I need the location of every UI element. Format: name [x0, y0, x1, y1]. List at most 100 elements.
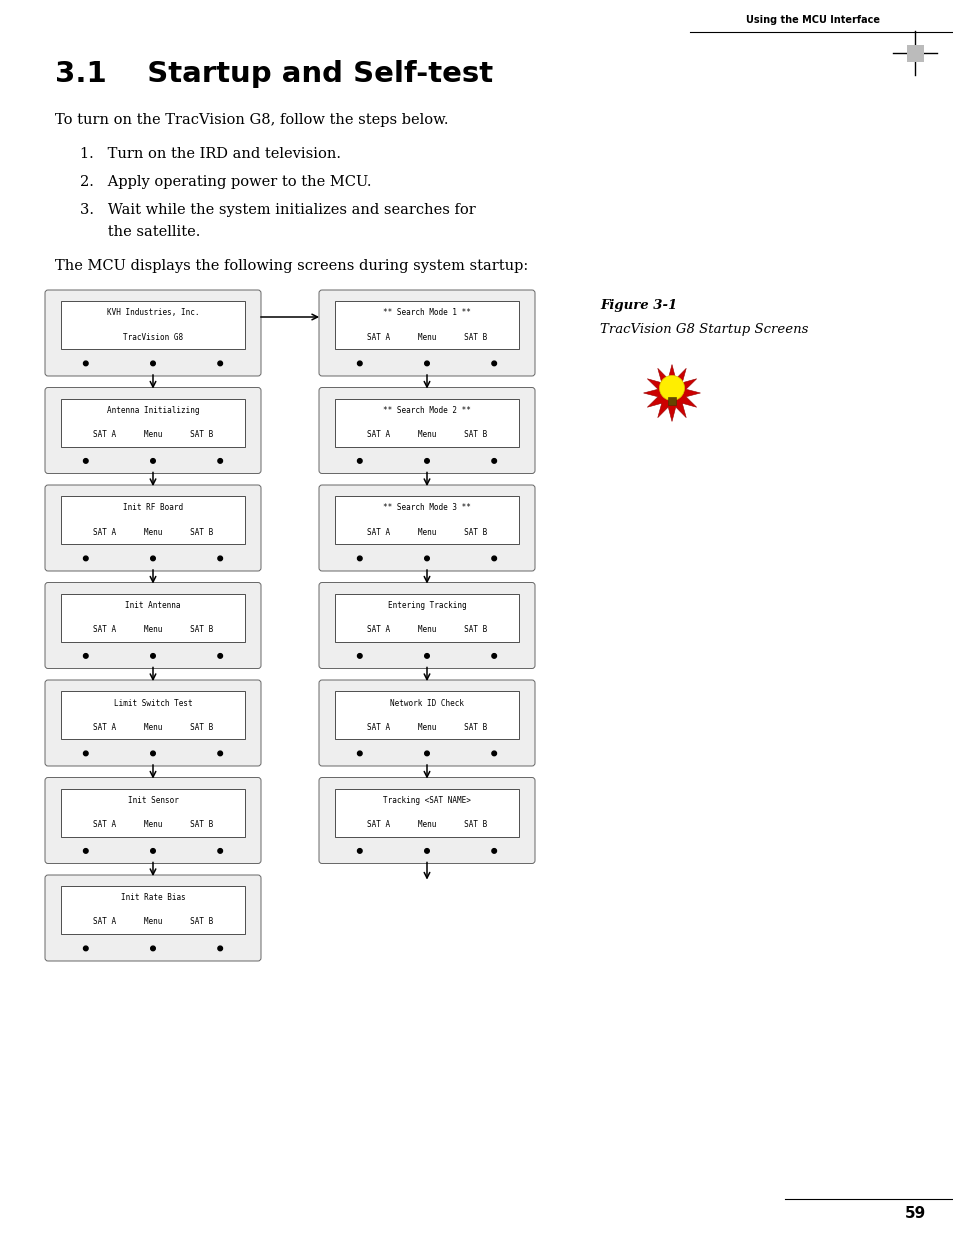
Text: Entering Tracking: Entering Tracking [387, 601, 466, 610]
Circle shape [84, 458, 88, 463]
FancyBboxPatch shape [61, 692, 245, 739]
FancyBboxPatch shape [61, 399, 245, 447]
Text: KVH Industries, Inc.: KVH Industries, Inc. [107, 309, 199, 317]
Circle shape [357, 458, 362, 463]
Text: Network ID Check: Network ID Check [390, 699, 463, 708]
Text: 59: 59 [903, 1205, 924, 1220]
FancyBboxPatch shape [318, 388, 535, 473]
FancyBboxPatch shape [335, 788, 518, 836]
Circle shape [151, 556, 155, 561]
Text: Using the MCU Interface: Using the MCU Interface [745, 15, 879, 25]
FancyBboxPatch shape [335, 399, 518, 447]
Circle shape [659, 375, 684, 400]
Circle shape [217, 458, 222, 463]
Text: 3.   Wait while the system initializes and searches for: 3. Wait while the system initializes and… [80, 203, 476, 217]
Text: SAT A      Menu      SAT B: SAT A Menu SAT B [367, 722, 487, 731]
Circle shape [151, 458, 155, 463]
FancyBboxPatch shape [61, 594, 245, 641]
FancyBboxPatch shape [335, 692, 518, 739]
Circle shape [151, 848, 155, 853]
Text: SAT A      Menu      SAT B: SAT A Menu SAT B [367, 820, 487, 829]
Text: Init Sensor: Init Sensor [128, 797, 178, 805]
Text: To turn on the TracVision G8, follow the steps below.: To turn on the TracVision G8, follow the… [55, 112, 448, 127]
FancyBboxPatch shape [61, 301, 245, 350]
FancyBboxPatch shape [45, 876, 261, 961]
Circle shape [424, 556, 429, 561]
Text: ** Search Mode 1 **: ** Search Mode 1 ** [383, 309, 471, 317]
Circle shape [217, 848, 222, 853]
Circle shape [84, 848, 88, 853]
Text: the satellite.: the satellite. [80, 225, 200, 240]
Circle shape [217, 361, 222, 366]
Circle shape [84, 556, 88, 561]
Text: Init Antenna: Init Antenna [125, 601, 180, 610]
Circle shape [357, 361, 362, 366]
Circle shape [424, 458, 429, 463]
Circle shape [217, 556, 222, 561]
Text: SAT A      Menu      SAT B: SAT A Menu SAT B [92, 527, 213, 536]
Text: TracVision G8: TracVision G8 [123, 332, 183, 342]
Circle shape [151, 361, 155, 366]
Text: SAT A      Menu      SAT B: SAT A Menu SAT B [92, 430, 213, 438]
Circle shape [357, 848, 362, 853]
Circle shape [492, 751, 496, 756]
FancyBboxPatch shape [335, 496, 518, 543]
FancyBboxPatch shape [45, 388, 261, 473]
FancyBboxPatch shape [61, 788, 245, 836]
Text: Init Rate Bias: Init Rate Bias [120, 893, 185, 903]
Polygon shape [643, 364, 700, 421]
Text: SAT A      Menu      SAT B: SAT A Menu SAT B [367, 332, 487, 342]
Circle shape [492, 848, 496, 853]
Text: SAT A      Menu      SAT B: SAT A Menu SAT B [92, 625, 213, 634]
FancyBboxPatch shape [905, 44, 923, 62]
Circle shape [217, 751, 222, 756]
Text: SAT A      Menu      SAT B: SAT A Menu SAT B [367, 430, 487, 438]
Circle shape [217, 946, 222, 951]
Circle shape [492, 458, 496, 463]
FancyBboxPatch shape [318, 778, 535, 863]
FancyBboxPatch shape [45, 778, 261, 863]
Text: 3.1    Startup and Self-test: 3.1 Startup and Self-test [55, 61, 493, 88]
Text: ** Search Mode 2 **: ** Search Mode 2 ** [383, 406, 471, 415]
Text: Init RF Board: Init RF Board [123, 504, 183, 513]
Circle shape [357, 653, 362, 658]
Circle shape [84, 361, 88, 366]
Circle shape [84, 946, 88, 951]
Text: Tracking <SAT NAME>: Tracking <SAT NAME> [383, 797, 471, 805]
Circle shape [84, 653, 88, 658]
Circle shape [492, 361, 496, 366]
FancyBboxPatch shape [318, 680, 535, 766]
Text: SAT A      Menu      SAT B: SAT A Menu SAT B [92, 918, 213, 926]
Circle shape [357, 556, 362, 561]
FancyBboxPatch shape [45, 290, 261, 375]
Text: SAT A      Menu      SAT B: SAT A Menu SAT B [367, 625, 487, 634]
Circle shape [84, 751, 88, 756]
Text: Antenna Initializing: Antenna Initializing [107, 406, 199, 415]
Circle shape [151, 946, 155, 951]
Text: SAT A      Menu      SAT B: SAT A Menu SAT B [92, 722, 213, 731]
FancyBboxPatch shape [45, 680, 261, 766]
FancyBboxPatch shape [318, 290, 535, 375]
Circle shape [151, 653, 155, 658]
Circle shape [492, 653, 496, 658]
Circle shape [151, 751, 155, 756]
FancyBboxPatch shape [667, 396, 676, 405]
Text: SAT A      Menu      SAT B: SAT A Menu SAT B [367, 527, 487, 536]
FancyBboxPatch shape [45, 583, 261, 668]
FancyBboxPatch shape [335, 594, 518, 641]
FancyBboxPatch shape [318, 485, 535, 571]
Circle shape [424, 751, 429, 756]
Text: 1.   Turn on the IRD and television.: 1. Turn on the IRD and television. [80, 147, 340, 161]
FancyBboxPatch shape [61, 496, 245, 543]
Text: Limit Switch Test: Limit Switch Test [113, 699, 193, 708]
Text: 2.   Apply operating power to the MCU.: 2. Apply operating power to the MCU. [80, 175, 371, 189]
FancyBboxPatch shape [45, 485, 261, 571]
FancyBboxPatch shape [318, 583, 535, 668]
Circle shape [217, 653, 222, 658]
Text: Figure 3-1: Figure 3-1 [599, 299, 677, 312]
FancyBboxPatch shape [61, 885, 245, 934]
FancyBboxPatch shape [335, 301, 518, 350]
Text: TracVision G8 Startup Screens: TracVision G8 Startup Screens [599, 324, 807, 336]
Circle shape [424, 848, 429, 853]
Circle shape [492, 556, 496, 561]
